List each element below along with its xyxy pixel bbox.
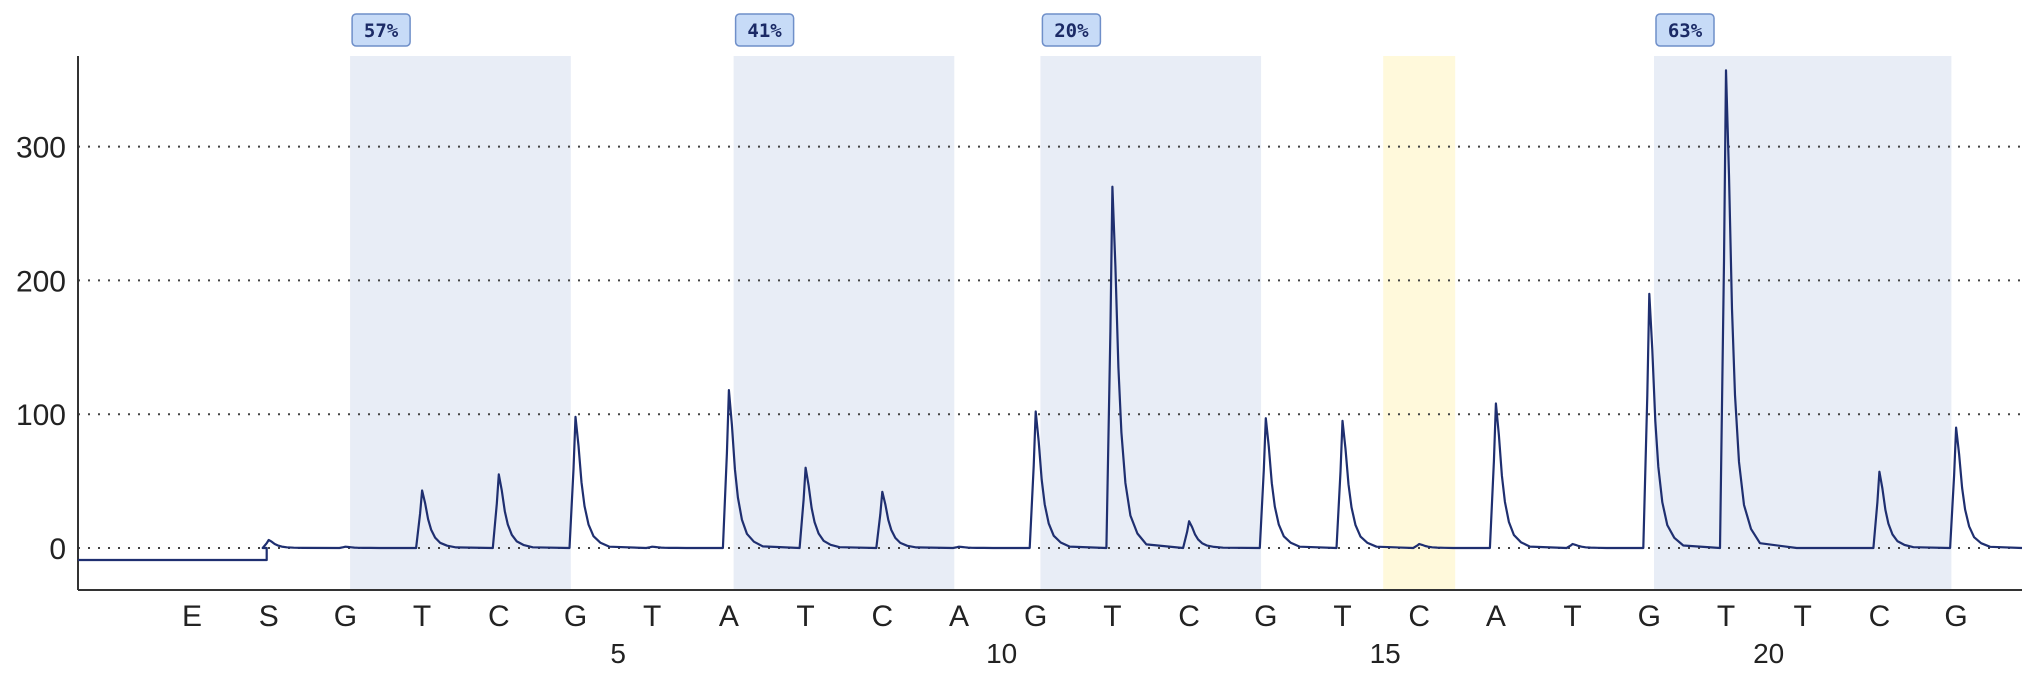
y-tick-label: 0: [49, 533, 66, 566]
trace-layer: [78, 69, 2023, 562]
pyrogram-trace: [78, 69, 2023, 562]
dispensation-label: C: [488, 600, 510, 633]
dispensation-label: G: [334, 600, 357, 633]
percent-badge: [1041, 13, 1102, 47]
dispensation-label: T: [1717, 600, 1735, 633]
dispensation-label: G: [1024, 600, 1047, 633]
percent-badge-label: 20%: [1054, 20, 1089, 42]
percent-badge-label: 63%: [1668, 20, 1703, 42]
highlight-region: [1383, 56, 1456, 590]
grid-lines: [78, 145, 2022, 549]
highlight-region: [733, 56, 955, 590]
dispensation-label: C: [871, 600, 893, 633]
percent-badge-label: 57%: [364, 20, 399, 42]
position-labels: 5 10 15 20: [610, 638, 1784, 669]
percent-badge: [1655, 13, 1715, 47]
y-tick-label: 300: [16, 132, 66, 165]
dispensation-label: A: [1486, 600, 1506, 633]
dispensation-label: T: [1103, 600, 1121, 633]
dispensation-label: G: [1944, 600, 1967, 633]
highlight-regions: [350, 56, 1952, 590]
axes: [77, 56, 2022, 591]
y-tick-labels: 0 100 200 300: [16, 132, 66, 566]
dispensation-label: G: [1254, 600, 1277, 633]
percent-badge-label: 41%: [747, 20, 782, 42]
position-label: 5: [610, 638, 626, 669]
position-label: 10: [986, 638, 1017, 669]
dispensation-label: S: [259, 600, 279, 633]
dispensation-label: T: [413, 600, 431, 633]
position-label: 15: [1370, 638, 1401, 669]
percent-badges: 57% 41% 20% 63%: [351, 13, 1715, 47]
dispensation-label: C: [1178, 600, 1200, 633]
highlight-region: [1040, 56, 1262, 590]
y-tick-label: 100: [16, 399, 66, 432]
dispensation-label: T: [1794, 600, 1812, 633]
dispensation-label: E: [182, 600, 202, 633]
y-tick-label: 200: [16, 265, 66, 298]
highlight-region: [350, 56, 571, 590]
dispensation-label: C: [1408, 600, 1430, 633]
dispensation-label: T: [1333, 600, 1351, 633]
dispensation-label: T: [1563, 600, 1581, 633]
percent-badge: [351, 13, 411, 47]
position-label: 20: [1753, 638, 1784, 669]
dispensation-label: G: [564, 600, 587, 633]
dispensation-label: A: [949, 600, 969, 633]
highlight-region: [1654, 56, 1952, 590]
dispensation-label: A: [719, 600, 739, 633]
dispensation-label: T: [643, 600, 661, 633]
dispensation-label: G: [1638, 600, 1661, 633]
dispensation-label: T: [796, 600, 814, 633]
dispensation-label: C: [1869, 600, 1891, 633]
percent-badge: [734, 13, 795, 47]
